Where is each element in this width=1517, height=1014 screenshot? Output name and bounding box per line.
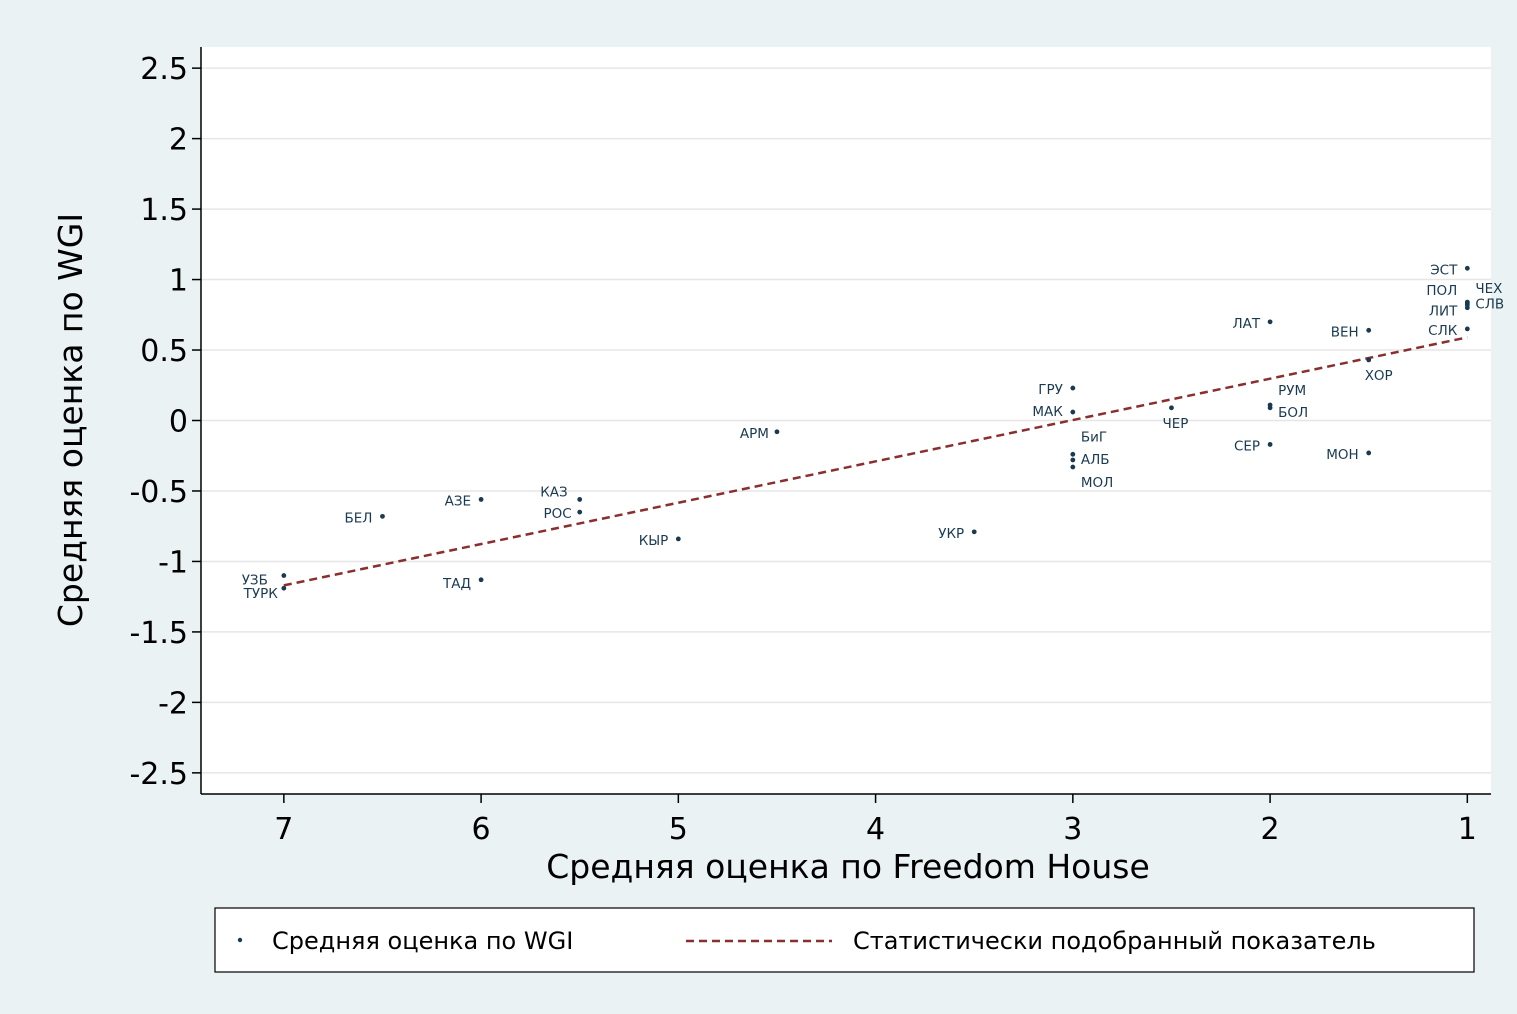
data-point-label: КАЗ bbox=[540, 484, 567, 500]
data-point-label: СЕР bbox=[1234, 438, 1260, 454]
x-tick-label: 5 bbox=[669, 812, 688, 847]
x-tick-label: 7 bbox=[274, 812, 293, 847]
legend-label-fit: Статистически подобранный показатель bbox=[853, 927, 1376, 955]
data-point-label: СЛВ bbox=[1475, 297, 1504, 313]
data-point-label: АРМ bbox=[740, 426, 769, 442]
data-point-label: ЧЕХ bbox=[1475, 281, 1502, 297]
fit-line-layer bbox=[283, 336, 1468, 587]
data-point-label: ЧЕР bbox=[1162, 416, 1188, 432]
data-point bbox=[478, 577, 484, 583]
data-point bbox=[1169, 405, 1174, 411]
data-point bbox=[1464, 265, 1470, 271]
data-point-label: АЗЕ bbox=[445, 493, 471, 509]
y-tick-label: 2.5 bbox=[140, 52, 188, 87]
x-tick-label: 4 bbox=[866, 812, 885, 847]
y-tick-label: 2 bbox=[169, 123, 188, 158]
data-point-label: ВЕН bbox=[1331, 324, 1359, 340]
data-point bbox=[1070, 464, 1076, 470]
data-point bbox=[1070, 409, 1076, 415]
legend-marker-scatter bbox=[237, 937, 243, 943]
data-point-label: БиГ bbox=[1081, 429, 1107, 445]
data-point-label: ГРУ bbox=[1038, 382, 1063, 398]
y-tick-label: -2.5 bbox=[129, 757, 188, 792]
data-point-label: УЗБ bbox=[242, 573, 268, 589]
data-point-label: МОЛ bbox=[1081, 475, 1113, 491]
data-point bbox=[1366, 327, 1372, 333]
data-point-label: ПОЛ bbox=[1426, 283, 1457, 299]
data-point-label: РОС bbox=[544, 506, 572, 522]
data-point bbox=[1366, 357, 1372, 363]
legend-box bbox=[214, 907, 1475, 973]
data-point bbox=[971, 529, 977, 535]
y-ticks: 2.5 2 1.5 1 0.5 0 -0.5 -1 -1.5 -2 -2.5 bbox=[129, 52, 201, 792]
data-point bbox=[1464, 326, 1470, 332]
data-point bbox=[1366, 450, 1372, 456]
data-point-label: ЛИТ bbox=[1429, 304, 1458, 320]
y-tick-label: -1 bbox=[158, 545, 188, 580]
data-point bbox=[281, 573, 287, 578]
data-point-label: АЛБ bbox=[1081, 452, 1110, 468]
data-point-label: МОН bbox=[1326, 447, 1358, 463]
data-point-label: ХОР bbox=[1365, 368, 1393, 384]
x-tick-label: 3 bbox=[1063, 812, 1082, 847]
y-tick-label: 0.5 bbox=[140, 334, 188, 369]
data-point bbox=[774, 429, 780, 435]
y-tick-label: -2 bbox=[158, 686, 188, 721]
y-tick-label: 1.5 bbox=[140, 193, 188, 228]
data-point bbox=[1267, 442, 1273, 447]
data-point bbox=[1070, 385, 1076, 391]
data-point bbox=[281, 585, 287, 591]
x-tick-label: 2 bbox=[1261, 812, 1280, 847]
x-axis-title: Средняя оценка по Freedom House bbox=[546, 847, 1150, 886]
data-point-label: КЫР bbox=[639, 533, 669, 549]
y-axis-title: Средняя оценка по WGI bbox=[51, 213, 90, 627]
data-point bbox=[577, 497, 583, 502]
data-point bbox=[1267, 405, 1273, 411]
data-point bbox=[1464, 301, 1470, 306]
data-point bbox=[1267, 319, 1273, 325]
y-tick-label: -0.5 bbox=[129, 475, 188, 510]
data-point bbox=[577, 509, 583, 515]
legend: Средняя оценка по WGI Статистически подо… bbox=[214, 907, 1475, 973]
data-point bbox=[1070, 457, 1076, 463]
y-tick-label: 1 bbox=[169, 264, 188, 299]
data-point bbox=[1070, 451, 1076, 457]
y-tick-label: 0 bbox=[169, 405, 188, 440]
data-point-label: БОЛ bbox=[1278, 405, 1308, 421]
x-ticks: 7 6 5 4 3 2 1 bbox=[274, 794, 1477, 847]
data-point-label: ЭСТ bbox=[1430, 262, 1458, 278]
data-point-label: РУМ bbox=[1278, 383, 1306, 399]
data-point bbox=[1464, 305, 1470, 311]
data-point-label: УКР bbox=[938, 526, 964, 542]
data-point-label: СЛК bbox=[1428, 323, 1458, 339]
data-point-label: ТАД bbox=[442, 576, 471, 592]
grid-lines bbox=[201, 67, 1491, 774]
data-point bbox=[675, 536, 681, 542]
data-point bbox=[478, 497, 484, 502]
data-point-label: ЛАТ bbox=[1232, 316, 1260, 332]
legend-label-scatter: Средняя оценка по WGI bbox=[272, 927, 573, 955]
fit-line bbox=[283, 336, 1468, 587]
data-point-label: МАК bbox=[1032, 404, 1063, 420]
data-point-label: БЕЛ bbox=[345, 510, 373, 526]
y-tick-label: -1.5 bbox=[129, 616, 188, 651]
data-point bbox=[380, 513, 385, 519]
x-tick-label: 1 bbox=[1458, 812, 1477, 847]
data-point-label: ТУРК bbox=[243, 586, 279, 602]
x-tick-label: 6 bbox=[472, 812, 491, 847]
